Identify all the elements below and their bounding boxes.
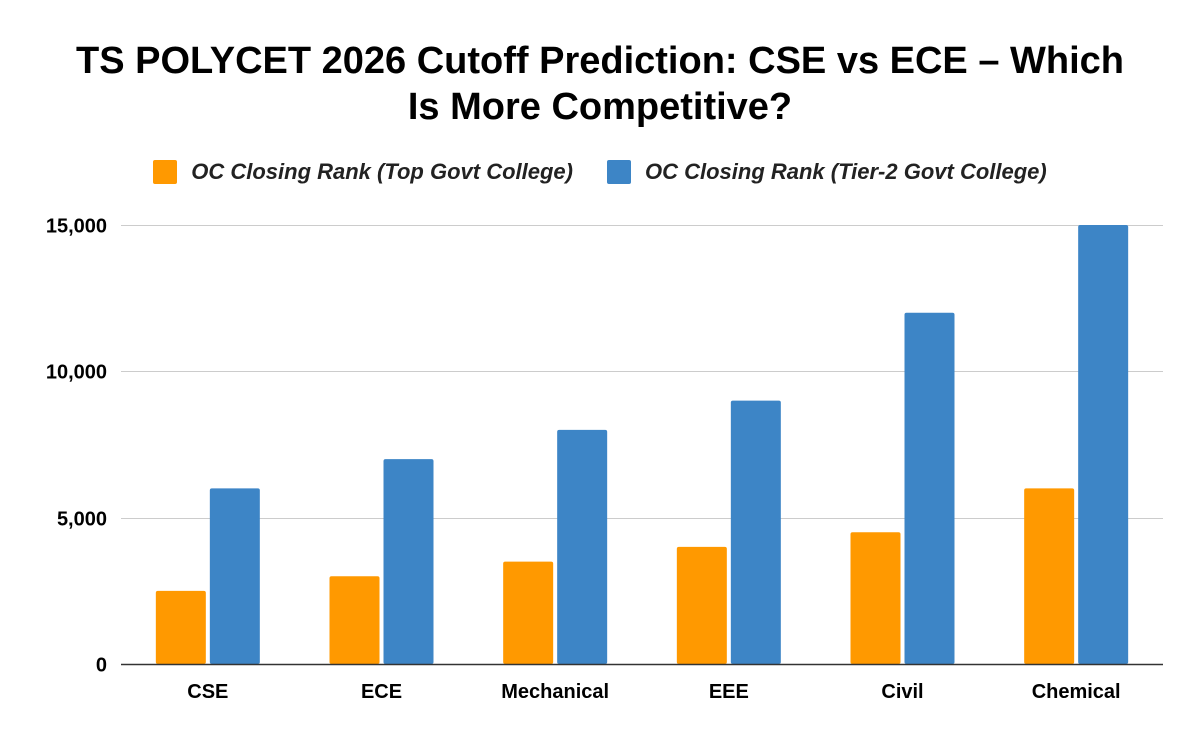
y-tick-label-2: 10,000	[46, 362, 107, 384]
y-tick-label-3: 15,000	[46, 216, 107, 238]
bar-chemical-series-0	[1024, 488, 1075, 664]
legend-label-tier2-govt: OC Closing Rank (Tier-2 Govt College)	[644, 159, 1047, 184]
bar-mechanical-series-0	[503, 561, 554, 664]
bar-mechanical-series-1	[557, 429, 608, 664]
bar-civil-series-0	[850, 532, 901, 664]
bar-chemical-series-1	[1078, 225, 1129, 664]
legend-item-top-govt: OC Closing Rank (Top Govt College)	[153, 159, 573, 185]
bar-cse-series-1	[209, 488, 260, 664]
bar-ece-series-1	[383, 459, 434, 664]
bar-cse-series-0	[155, 590, 206, 664]
x-tick-label-eee: EEE	[709, 681, 749, 703]
bar-eee-series-1	[730, 400, 781, 664]
y-tick-label-0: 0	[96, 655, 107, 677]
x-tick-label-ece: ECE	[361, 681, 402, 703]
chart-title-line-1: TS POLYCET 2026 Cutoff Prediction: CSE v…	[75, 40, 1125, 82]
x-tick-label-mechanical: Mechanical	[501, 681, 609, 703]
bar-ece-series-0	[329, 576, 380, 664]
legend-swatch-top-govt	[153, 160, 178, 184]
legend-swatch-tier2-govt	[606, 160, 631, 184]
x-tick-label-cse: CSE	[187, 681, 228, 703]
chart-title: TS POLYCET 2026 Cutoff Prediction: CSE v…	[0, 38, 1200, 130]
x-tick-label-civil: Civil	[881, 681, 923, 703]
bar-civil-series-1	[904, 312, 955, 664]
chart-title-line-2: Is More Competitive?	[407, 86, 793, 128]
bar-eee-series-0	[676, 546, 727, 664]
y-tick-label-1: 5,000	[57, 509, 107, 531]
x-tick-label-chemical: Chemical	[1032, 681, 1121, 703]
chart-legend: OC Closing Rank (Top Govt College) OC Cl…	[0, 154, 1200, 190]
legend-label-top-govt: OC Closing Rank (Top Govt College)	[191, 159, 573, 184]
legend-item-tier2-govt: OC Closing Rank (Tier-2 Govt College)	[606, 159, 1047, 185]
